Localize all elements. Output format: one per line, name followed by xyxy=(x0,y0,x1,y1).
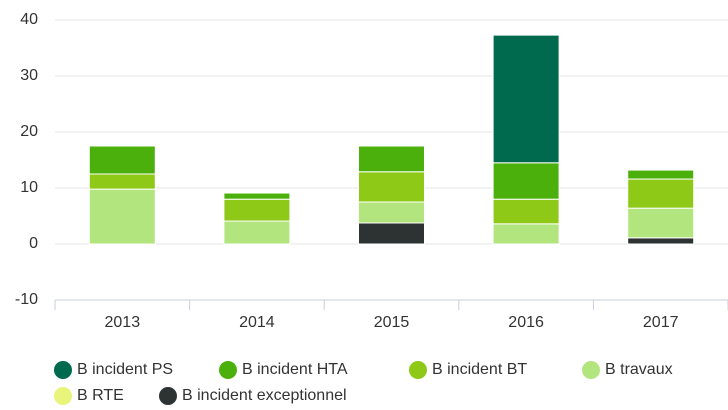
bar-segment xyxy=(88,173,156,190)
x-tick-label: 2017 xyxy=(643,314,679,331)
bar-segment xyxy=(492,223,560,245)
bar-segment xyxy=(358,145,425,173)
y-tick-label: 40 xyxy=(20,11,38,28)
bar-segment xyxy=(627,178,695,209)
bar-segment xyxy=(627,237,695,245)
bar-segment xyxy=(358,171,425,203)
x-tick-label: 2015 xyxy=(374,314,410,331)
legend-label: B RTE xyxy=(77,387,124,404)
y-tick-label: 30 xyxy=(20,67,38,84)
bar-segment xyxy=(223,198,291,222)
x-tick-label: 2016 xyxy=(508,314,544,331)
legend-marker xyxy=(54,387,72,405)
legend-label: B incident BT xyxy=(432,361,527,378)
bar-segment xyxy=(492,34,560,164)
legend-label: B incident exceptionnel xyxy=(182,387,347,404)
bar-segment xyxy=(492,198,560,225)
bar-segment xyxy=(358,222,425,245)
bar-segment xyxy=(627,169,695,180)
y-tick-label: 10 xyxy=(20,179,38,196)
legend-marker xyxy=(159,387,177,405)
legend-label: B incident PS xyxy=(77,361,173,378)
legend-marker xyxy=(219,361,237,379)
bar-segment xyxy=(627,207,695,239)
bar-segment xyxy=(223,192,291,200)
y-tick-label: 0 xyxy=(29,235,38,252)
y-tick-label: 20 xyxy=(20,123,38,140)
legend-marker xyxy=(582,361,600,379)
legend-marker xyxy=(54,361,72,379)
bar-segment xyxy=(88,188,156,245)
bar-segment xyxy=(223,220,291,245)
bar-segment xyxy=(88,145,156,175)
legend-marker xyxy=(409,361,427,379)
x-tick-label: 2014 xyxy=(239,314,275,331)
legend-label: B incident HTA xyxy=(242,361,348,378)
y-tick-label: -10 xyxy=(15,291,38,308)
x-tick-label: 2013 xyxy=(105,314,141,331)
bar-segment xyxy=(358,201,425,224)
legend-label: B travaux xyxy=(605,361,673,378)
bar-segment xyxy=(492,162,560,200)
